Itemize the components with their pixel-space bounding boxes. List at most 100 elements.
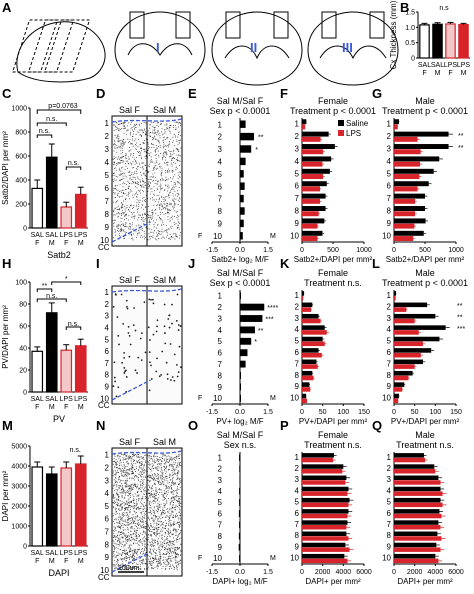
n-cell bbox=[153, 506, 155, 508]
f-title: Female bbox=[318, 96, 348, 106]
d-cell bbox=[162, 157, 164, 159]
d-cell bbox=[155, 212, 157, 214]
d-cell bbox=[159, 191, 161, 193]
n-cell bbox=[132, 494, 134, 496]
d-cell bbox=[163, 206, 165, 208]
d-cell bbox=[120, 171, 122, 173]
n-cell bbox=[140, 551, 142, 553]
n-cell bbox=[144, 552, 146, 554]
roi-box-3a bbox=[321, 11, 337, 39]
n-cell bbox=[157, 459, 159, 461]
n-cell bbox=[179, 465, 181, 467]
d-cell bbox=[122, 212, 124, 214]
d-cell bbox=[165, 151, 167, 153]
d-cell bbox=[138, 151, 140, 152]
n-cell bbox=[152, 465, 154, 467]
n-cell bbox=[127, 538, 129, 540]
k-bar-lps bbox=[302, 330, 327, 335]
i-layer-label: 5 bbox=[105, 335, 110, 344]
n-cell bbox=[131, 539, 133, 541]
d-cell bbox=[146, 173, 148, 175]
q-bar-saline bbox=[394, 464, 435, 469]
i-cell bbox=[150, 364, 152, 367]
n-cell bbox=[158, 475, 160, 477]
j-annotation: *** bbox=[265, 316, 273, 323]
d-cell bbox=[150, 215, 152, 217]
n-cell bbox=[137, 527, 139, 529]
n-cell bbox=[147, 523, 149, 525]
n-cell bbox=[122, 465, 124, 467]
c-bracket bbox=[65, 166, 82, 170]
e-x-tick-label: 0.0 bbox=[235, 247, 245, 254]
n-cell bbox=[140, 512, 141, 514]
k-bar-lps bbox=[302, 398, 307, 404]
n-cell bbox=[155, 466, 156, 468]
d-cell bbox=[169, 125, 171, 126]
n-cell bbox=[120, 500, 122, 502]
n-cell bbox=[163, 497, 165, 498]
d-cell bbox=[157, 189, 158, 190]
d-cell bbox=[151, 212, 153, 213]
n-cell bbox=[130, 530, 132, 532]
d-cell bbox=[161, 123, 163, 125]
d-cell bbox=[132, 145, 134, 147]
d-cell bbox=[169, 141, 170, 142]
d-cell bbox=[125, 165, 127, 167]
p-x-tick-label: 2000 bbox=[315, 569, 331, 576]
n-cell bbox=[159, 554, 161, 556]
n-cell bbox=[151, 567, 152, 569]
i-cell bbox=[125, 299, 128, 302]
d-cell bbox=[155, 198, 157, 200]
d-cell bbox=[170, 210, 172, 212]
n-cell bbox=[139, 472, 141, 474]
n-cell bbox=[148, 504, 150, 506]
d-cell bbox=[155, 148, 157, 150]
n-cell bbox=[157, 477, 158, 479]
n-cell bbox=[170, 463, 172, 465]
n-cell bbox=[149, 475, 151, 477]
n-cell bbox=[139, 465, 140, 467]
d-cell bbox=[141, 217, 142, 218]
d-white-matter-boundary bbox=[111, 221, 151, 243]
n-cell bbox=[132, 507, 134, 509]
m-group-label: SAL bbox=[45, 550, 58, 557]
b-bar bbox=[458, 23, 469, 59]
i-column-label-sal-f: Sal F bbox=[119, 275, 141, 285]
d-cell bbox=[114, 167, 116, 169]
n-cell bbox=[162, 511, 164, 513]
n-cell bbox=[165, 487, 167, 489]
d-cell bbox=[125, 176, 127, 178]
d-cell bbox=[176, 234, 178, 236]
n-cell bbox=[179, 523, 181, 524]
n-cell bbox=[132, 489, 134, 491]
n-cell bbox=[179, 487, 181, 489]
m-y-tick-label: 0 bbox=[23, 544, 27, 551]
n-cell bbox=[116, 551, 118, 553]
l-bar-saline bbox=[394, 348, 432, 353]
n-cell bbox=[128, 462, 130, 464]
d-cell bbox=[129, 191, 131, 193]
n-cell bbox=[174, 530, 176, 532]
n-cell bbox=[136, 462, 138, 464]
i-cell bbox=[115, 293, 117, 296]
n-cell bbox=[163, 559, 165, 561]
l-layer-label: 3 bbox=[387, 314, 392, 323]
d-cell bbox=[136, 187, 138, 189]
d-cell bbox=[117, 158, 118, 160]
d-cell bbox=[139, 162, 141, 164]
q-bar-lps bbox=[394, 457, 425, 463]
n-cell bbox=[126, 513, 128, 515]
d-cell bbox=[152, 199, 154, 201]
d-cell bbox=[177, 221, 179, 223]
n-cell bbox=[123, 458, 124, 460]
n-cell bbox=[152, 500, 154, 502]
n-cell bbox=[131, 502, 132, 504]
n-cell bbox=[179, 504, 181, 506]
d-cell bbox=[132, 176, 134, 178]
d-cell bbox=[153, 167, 154, 169]
n-cell bbox=[150, 564, 152, 566]
d-cell bbox=[175, 166, 177, 168]
h-bar bbox=[31, 350, 44, 393]
d-cell bbox=[170, 203, 172, 205]
n-cell bbox=[156, 530, 158, 532]
